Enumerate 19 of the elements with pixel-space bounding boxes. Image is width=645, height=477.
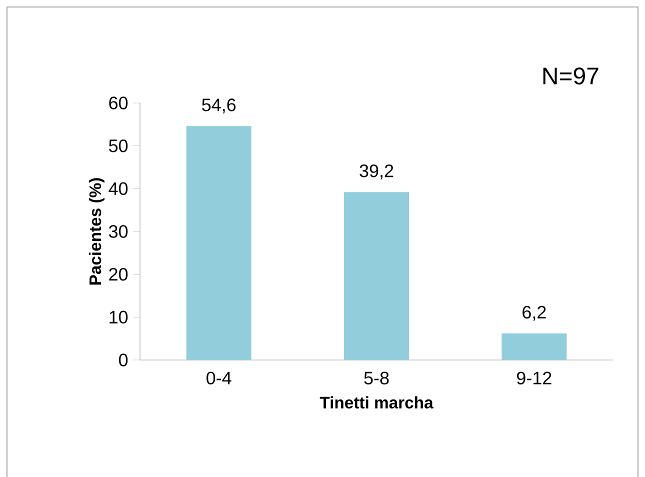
x-tick-label: 9-12 [516,372,552,384]
data-label: 54,6 [202,98,236,114]
y-tick-label: 40 [108,182,128,196]
y-tick-label: 20 [109,268,128,281]
y-tick-label: 10 [110,310,128,324]
y-tick-label: 50 [108,139,128,152]
x-tick-label: 0-4 [206,372,232,384]
y-tick-label: 30 [108,225,128,238]
data-label: 6,2 [522,306,546,321]
y-axis-title: Pacientes (%) [88,178,104,285]
data-label: 39,2 [360,164,394,180]
y-tick-label: 0 [118,354,128,366]
text: N=97 [543,68,598,85]
bar [502,333,567,360]
x-axis-title: Tinetti marcha [320,396,434,409]
bar [344,192,409,360]
bar [186,126,252,360]
y-tick-label: 60 [109,96,128,110]
x-tick-label: 5-8 [364,372,389,384]
